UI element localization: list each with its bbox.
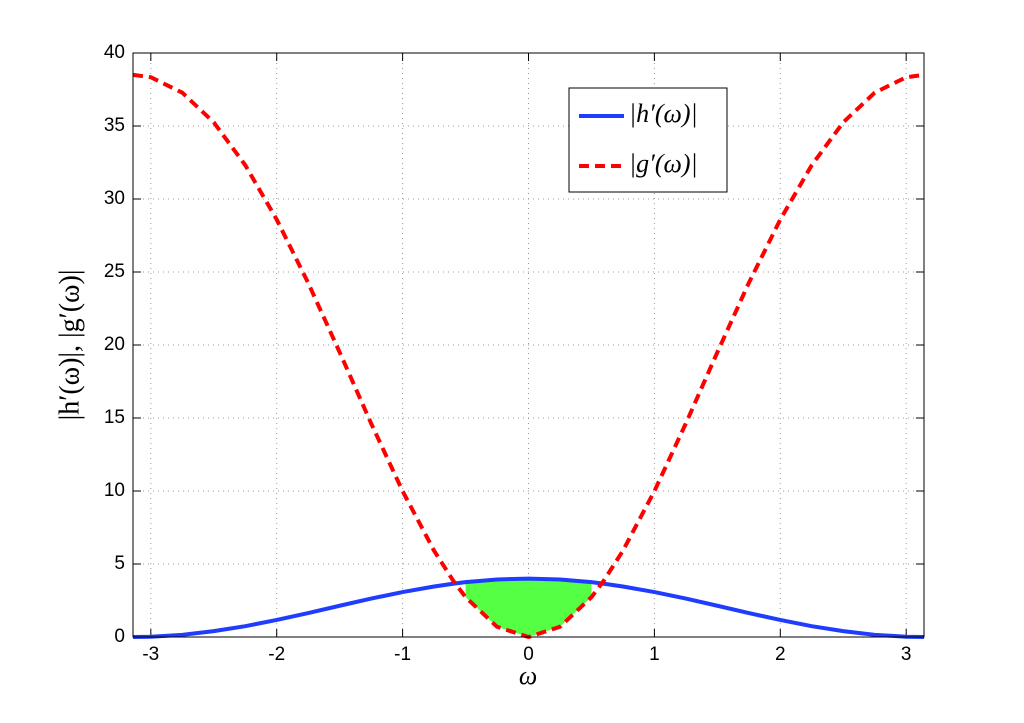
y-tick-label: 40: [104, 42, 125, 63]
x-tick-label: 0: [523, 644, 534, 665]
y-tick-label: 15: [104, 407, 125, 428]
y-axis-label: |h′(ω)|, |g′(ω)|: [54, 270, 85, 421]
y-tick-label: 25: [104, 261, 125, 282]
x-tick-label: 2: [775, 644, 786, 665]
y-tick-label: 30: [104, 188, 125, 209]
y-tick-label: 10: [104, 480, 125, 501]
x-tick-label: 1: [649, 644, 660, 665]
legend-box: [568, 87, 728, 193]
x-tick-label: -3: [142, 644, 159, 665]
x-tick-label: -2: [268, 644, 285, 665]
y-tick-label: 0: [114, 626, 125, 647]
legend-label: |g′(ω)|: [629, 149, 698, 178]
x-tick-label: 3: [901, 644, 912, 665]
y-tick-label: 5: [114, 553, 125, 574]
series-line: [132, 576, 925, 639]
plot-frame: [132, 52, 925, 638]
y-tick-label: 35: [104, 115, 125, 136]
x-tick-label: -1: [394, 644, 411, 665]
fill-between: [465, 578, 592, 637]
x-axis-label: ω: [519, 661, 537, 690]
legend-label: |h′(ω)|: [629, 99, 698, 128]
y-tick-label: 20: [104, 334, 125, 355]
